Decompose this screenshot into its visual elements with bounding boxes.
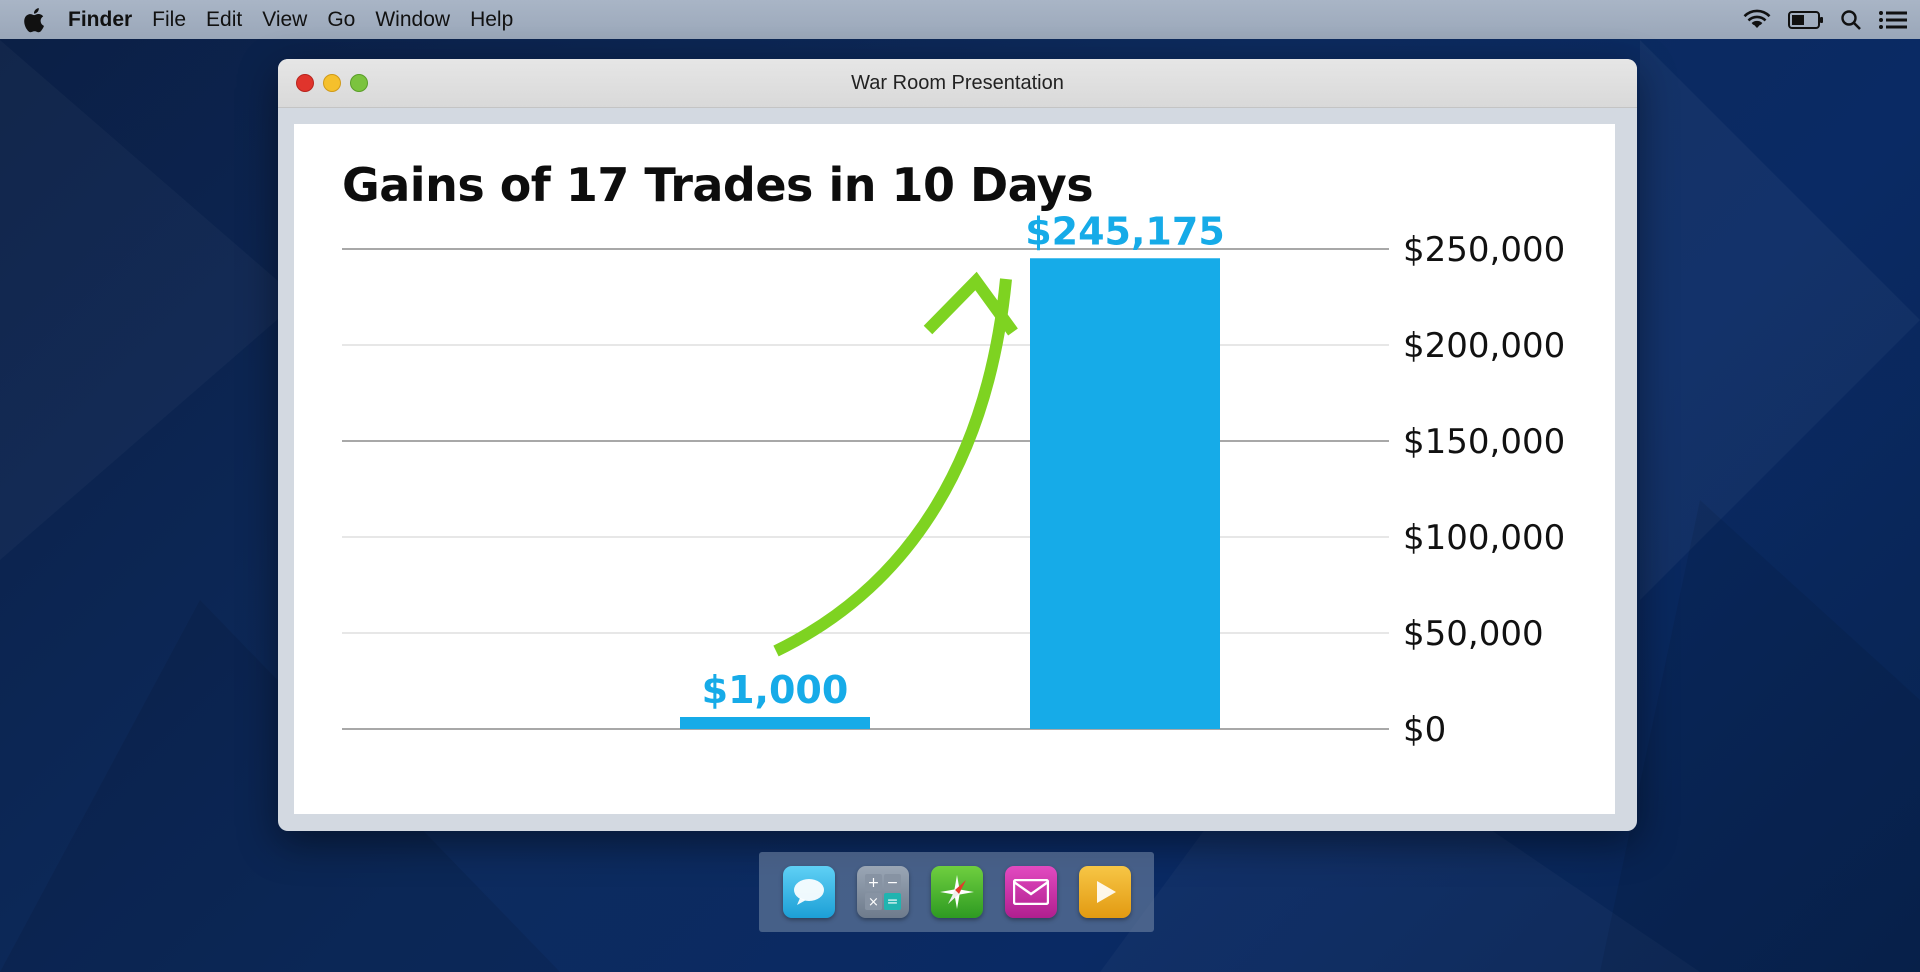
y-tick-label: $200,000 [1403, 326, 1565, 366]
list-icon[interactable] [1878, 9, 1908, 31]
menu-edit[interactable]: Edit [206, 7, 243, 31]
svg-text:=: = [886, 894, 898, 910]
messages-icon[interactable] [782, 866, 835, 918]
play-icon[interactable] [1078, 866, 1131, 918]
menu-go[interactable]: Go [327, 7, 356, 31]
slide-title: Gains of 17 Trades in 10 Days [342, 158, 1094, 212]
svg-text:−: − [886, 875, 898, 891]
bar-chart: $0 $50,000 $100,000 $150,000 $200,000 $250,00… [342, 209, 1565, 750]
minimize-button[interactable] [323, 74, 341, 92]
data-label: $1,000 [702, 668, 849, 712]
slide: $0 $50,000 $100,000 $150,000 $200,000 $250,00… [294, 124, 1615, 814]
growth-arrow-head [923, 271, 1018, 336]
y-tick-label: $250,000 [1403, 230, 1565, 270]
svg-text:+: + [867, 875, 879, 891]
menu-help[interactable]: Help [470, 7, 514, 31]
apple-icon[interactable] [20, 6, 46, 34]
mail-icon[interactable] [1004, 866, 1057, 918]
window-title: War Room Presentation [851, 72, 1064, 94]
window-titlebar[interactable]: War Room Presentation [278, 59, 1637, 108]
search-icon[interactable] [1840, 9, 1862, 31]
dock: + − × = [759, 852, 1154, 932]
maximize-button[interactable] [350, 74, 368, 92]
svg-text:×: × [868, 895, 879, 910]
calculator-icon[interactable]: + − × = [856, 866, 909, 918]
presentation-window: War Room Presentation $0 $50,000 $100,000 $… [278, 59, 1637, 831]
bar [1030, 258, 1220, 729]
y-tick-label: $150,000 [1403, 422, 1565, 462]
menu-view[interactable]: View [262, 7, 308, 31]
bar [680, 717, 870, 729]
wifi-icon[interactable] [1742, 8, 1772, 32]
data-label: $245,175 [1025, 209, 1225, 253]
battery-icon[interactable] [1788, 10, 1824, 30]
y-tick-label: $50,000 [1403, 614, 1544, 654]
y-tick-label: $0 [1403, 710, 1446, 750]
close-button[interactable] [296, 74, 314, 92]
menu-window[interactable]: Window [375, 7, 451, 31]
y-tick-label: $100,000 [1403, 518, 1565, 558]
compass-icon[interactable] [930, 866, 983, 918]
growth-arrow [773, 278, 1012, 657]
menu-file[interactable]: File [152, 7, 187, 31]
menu-app-name[interactable]: Finder [68, 7, 133, 31]
menu-bar: Finder File Edit View Go Window Help [0, 0, 1920, 39]
